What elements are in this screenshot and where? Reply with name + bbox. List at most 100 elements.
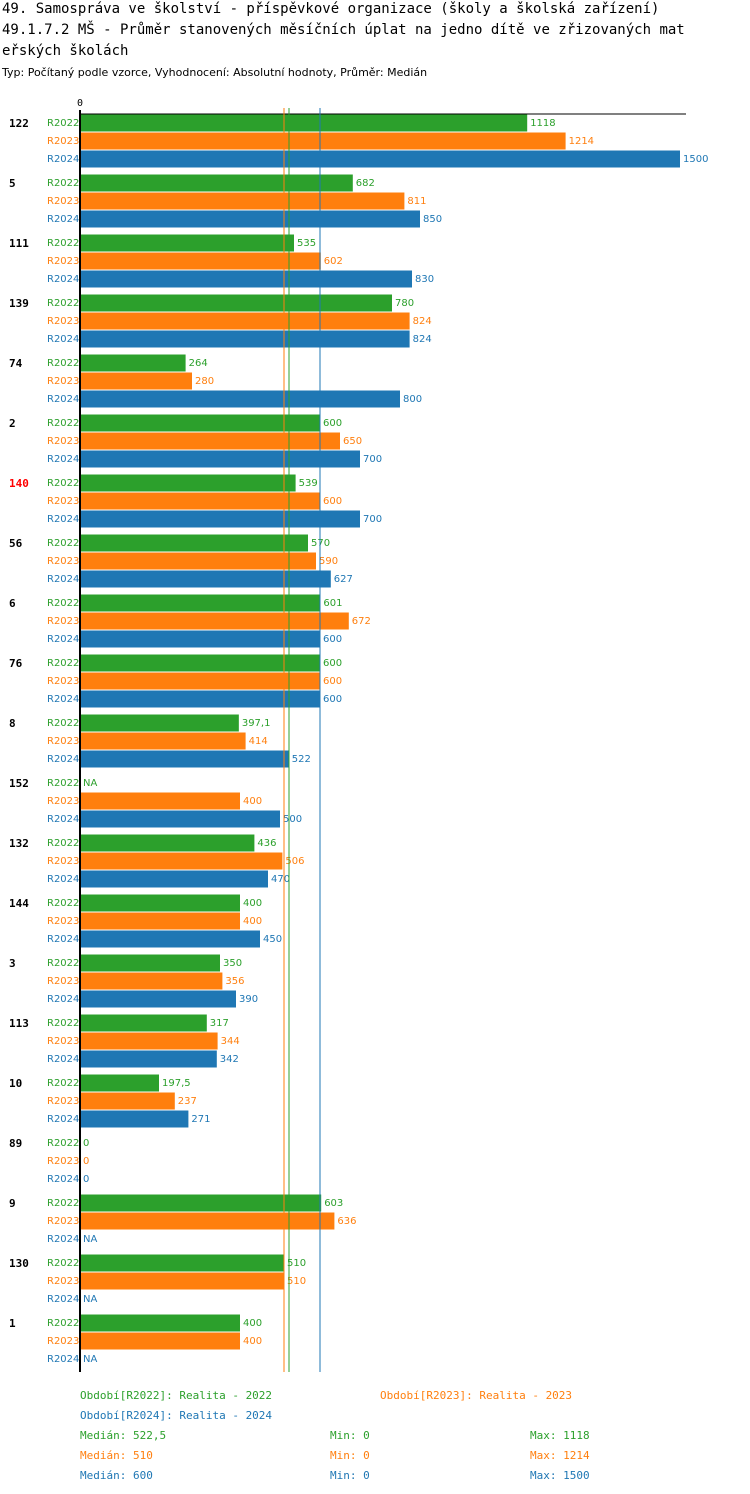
series-row-label: R2022	[47, 718, 79, 729]
bar-value-label: NA	[83, 1234, 97, 1245]
bar-value-label: 627	[334, 574, 353, 585]
bar-r2024	[80, 870, 268, 888]
bar-r2024	[80, 690, 320, 708]
bar-r2023	[80, 612, 349, 630]
bar-r2023	[80, 132, 566, 150]
series-row-label: R2024	[47, 994, 79, 1005]
series-row-label: R2022	[47, 1198, 79, 1209]
series-row-label: R2024	[47, 1054, 79, 1065]
category-label: 6	[9, 597, 16, 610]
bar-value-label: 603	[324, 1198, 343, 1209]
series-row-label: R2024	[47, 574, 79, 585]
bar-value-label: 600	[323, 676, 342, 687]
series-row-label: R2023	[47, 256, 79, 267]
series-row-label: R2022	[47, 418, 79, 429]
bar-value-label: 450	[263, 934, 282, 945]
bar-value-label: 636	[337, 1216, 356, 1227]
series-row-label: R2023	[47, 436, 79, 447]
bar-r2022	[80, 894, 240, 912]
category-label: 1	[9, 1317, 16, 1330]
series-row-label: R2024	[47, 874, 79, 885]
bar-r2023	[80, 1092, 175, 1110]
bar-r2022	[80, 294, 392, 312]
bar-value-label: 800	[403, 394, 422, 405]
bar-r2022	[80, 354, 186, 372]
legend-median-r2023: Medián: 510	[80, 1449, 153, 1462]
bar-r2022	[80, 114, 528, 132]
bar-value-label: 400	[243, 1318, 262, 1329]
legend-max-r2024: Max: 1500	[530, 1469, 590, 1482]
bar-value-label: 400	[243, 916, 262, 927]
bar-r2023	[80, 1212, 335, 1230]
bar-value-label: 342	[220, 1054, 239, 1065]
bar-value-label: 317	[210, 1018, 229, 1029]
bar-r2022	[80, 234, 294, 252]
bar-r2024	[80, 330, 410, 348]
category-label: 139	[9, 297, 29, 310]
bar-r2022	[80, 1014, 207, 1032]
bar-value-label: 682	[356, 178, 375, 189]
legend-min-r2023: Min: 0	[330, 1449, 370, 1462]
bar-value-label: 600	[323, 694, 342, 705]
bar-value-label: 470	[271, 874, 290, 885]
category-label: 9	[9, 1197, 16, 1210]
category-label: 113	[9, 1017, 29, 1030]
bar-r2024	[80, 510, 360, 528]
series-row-label: R2024	[47, 154, 79, 165]
series-row-label: R2023	[47, 1276, 79, 1287]
category-label: 89	[9, 1137, 22, 1150]
series-row-label: R2022	[47, 778, 79, 789]
bar-r2022	[80, 474, 296, 492]
bar-value-label: 414	[249, 736, 268, 747]
bar-value-label: 830	[415, 274, 434, 285]
bar-r2024	[80, 1110, 189, 1128]
category-label: 2	[9, 417, 16, 430]
category-label: 8	[9, 717, 16, 730]
series-row-label: R2022	[47, 1318, 79, 1329]
series-row-label: R2023	[47, 1216, 79, 1227]
bar-value-label: NA	[83, 1294, 97, 1305]
category-label: 5	[9, 177, 16, 190]
bar-r2024	[80, 750, 289, 768]
bar-value-label: 1118	[530, 118, 555, 129]
bar-r2022	[80, 1074, 159, 1092]
bar-r2023	[80, 672, 320, 690]
bar-r2023	[80, 372, 192, 390]
legend-period-r2023: Období[R2023]: Realita - 2023	[380, 1389, 573, 1402]
series-row-label: R2024	[47, 754, 79, 765]
series-row-label: R2024	[47, 1354, 79, 1365]
category-label: 3	[9, 957, 16, 970]
bar-value-label: 1214	[569, 136, 594, 147]
bar-r2023	[80, 972, 223, 990]
series-row-label: R2022	[47, 598, 79, 609]
category-label: 152	[9, 777, 29, 790]
series-row-label: R2024	[47, 1234, 79, 1245]
bar-value-label: 0	[83, 1174, 89, 1185]
series-row-label: R2023	[47, 496, 79, 507]
bar-r2024	[80, 150, 680, 168]
bar-value-label: 500	[283, 814, 302, 825]
chart-title-line-3: eřských školách	[2, 43, 129, 59]
bar-value-label: 650	[343, 436, 362, 447]
bar-value-label: 0	[83, 1156, 89, 1167]
series-row-label: R2023	[47, 556, 79, 567]
bar-value-label: 824	[413, 316, 432, 327]
bar-value-label: 280	[195, 376, 214, 387]
series-row-label: R2023	[47, 616, 79, 627]
series-row-label: R2024	[47, 814, 79, 825]
series-row-label: R2023	[47, 856, 79, 867]
bar-value-label: 510	[287, 1276, 306, 1287]
bar-value-label: NA	[83, 778, 97, 789]
bar-value-label: 700	[363, 514, 382, 525]
series-row-label: R2024	[47, 1294, 79, 1305]
bar-r2023	[80, 312, 410, 330]
bar-r2022	[80, 654, 320, 672]
chart-title-line-1: 49. Samospráva ve školství - příspěvkové…	[2, 1, 660, 17]
category-label: 140	[9, 477, 29, 490]
bar-r2022	[80, 1254, 284, 1272]
bar-r2023	[80, 552, 316, 570]
bar-r2022	[80, 1194, 322, 1212]
bar-value-label: 672	[352, 616, 371, 627]
series-row-label: R2023	[47, 916, 79, 927]
bar-value-label: 264	[189, 358, 208, 369]
